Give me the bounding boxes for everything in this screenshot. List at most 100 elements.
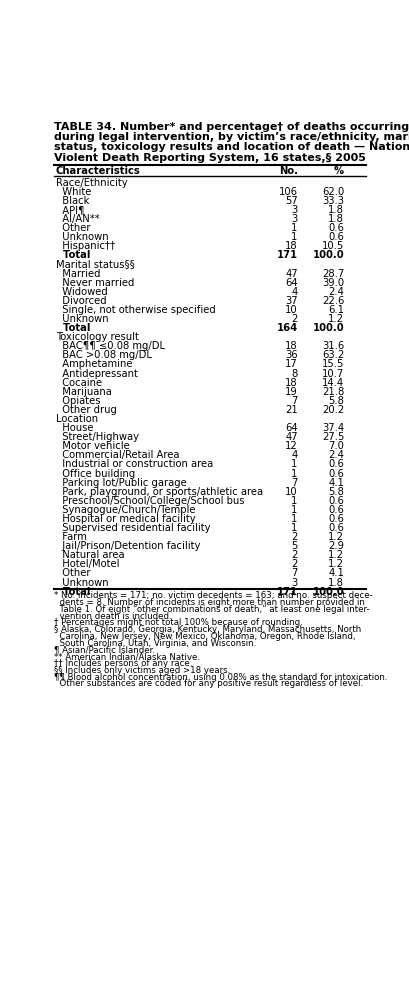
Text: 17: 17 (284, 359, 297, 369)
Text: Unknown: Unknown (56, 314, 108, 324)
Text: 2: 2 (291, 314, 297, 324)
Text: Married: Married (56, 269, 100, 279)
Text: Single, not otherwise specified: Single, not otherwise specified (56, 305, 215, 315)
Text: 18: 18 (284, 341, 297, 351)
Text: during legal intervention, by victim’s race/ethnicity, marital: during legal intervention, by victim’s r… (54, 132, 409, 142)
Text: 100.0: 100.0 (312, 250, 344, 260)
Text: Cocaine: Cocaine (56, 378, 102, 388)
Text: Amphetamine: Amphetamine (56, 359, 132, 369)
Text: 3: 3 (291, 205, 297, 215)
Text: 7: 7 (291, 396, 297, 406)
Text: 1: 1 (291, 232, 297, 242)
Text: 4: 4 (291, 450, 297, 460)
Text: 1.2: 1.2 (327, 532, 344, 542)
Text: 1: 1 (291, 496, 297, 506)
Text: Divorced: Divorced (56, 296, 106, 306)
Text: 0.6: 0.6 (328, 496, 344, 506)
Text: 7.0: 7.0 (328, 441, 344, 451)
Text: Marital status§§: Marital status§§ (56, 260, 134, 270)
Text: Synagogue/Church/Temple: Synagogue/Church/Temple (56, 505, 195, 515)
Text: 1.8: 1.8 (328, 205, 344, 215)
Text: Opiates: Opiates (56, 396, 100, 406)
Text: 57: 57 (284, 196, 297, 206)
Text: 0.6: 0.6 (328, 469, 344, 479)
Text: 5: 5 (291, 541, 297, 551)
Text: Motor vehicle: Motor vehicle (56, 441, 129, 451)
Text: 1: 1 (291, 459, 297, 469)
Text: 106: 106 (278, 187, 297, 197)
Text: Never married: Never married (56, 278, 134, 288)
Text: Hospital or medical facility: Hospital or medical facility (56, 514, 195, 524)
Text: Hispanic††: Hispanic†† (56, 241, 115, 251)
Text: 33.3: 33.3 (321, 196, 344, 206)
Text: †† Includes persons of any race.: †† Includes persons of any race. (54, 659, 192, 668)
Text: Violent Death Reporting System, 16 states,§ 2005: Violent Death Reporting System, 16 state… (54, 153, 365, 163)
Text: Antidepressant: Antidepressant (56, 369, 137, 379)
Text: 10.5: 10.5 (321, 241, 344, 251)
Text: Toxicology result: Toxicology result (56, 332, 138, 342)
Text: Industrial or construction area: Industrial or construction area (56, 459, 213, 469)
Text: 0.6: 0.6 (328, 505, 344, 515)
Text: 4.1: 4.1 (328, 478, 344, 488)
Text: 10: 10 (284, 487, 297, 497)
Text: 7: 7 (291, 478, 297, 488)
Text: Carolina, New Jersey, New Mexico, Oklahoma, Oregon, Rhode Island,: Carolina, New Jersey, New Mexico, Oklaho… (54, 632, 355, 641)
Text: 171: 171 (276, 250, 297, 260)
Text: 6.1: 6.1 (327, 305, 344, 315)
Text: ** American Indian/Alaska Native.: ** American Indian/Alaska Native. (54, 652, 200, 661)
Text: BAC¶¶ ≤0.08 mg/DL: BAC¶¶ ≤0.08 mg/DL (56, 341, 164, 351)
Text: 2: 2 (291, 550, 297, 560)
Text: Office building: Office building (56, 469, 135, 479)
Text: 39.0: 39.0 (321, 278, 344, 288)
Text: South Carolina, Utah, Virginia, and Wisconsin.: South Carolina, Utah, Virginia, and Wisc… (54, 639, 256, 648)
Text: 12: 12 (284, 441, 297, 451)
Text: Preschool/School/College/School bus: Preschool/School/College/School bus (56, 496, 244, 506)
Text: 2: 2 (291, 532, 297, 542)
Text: 8: 8 (291, 369, 297, 379)
Text: Street/Highway: Street/Highway (56, 432, 139, 442)
Text: 0.6: 0.6 (328, 514, 344, 524)
Text: Location: Location (56, 414, 98, 424)
Text: 0.6: 0.6 (328, 459, 344, 469)
Text: Black: Black (56, 196, 89, 206)
Text: 1.8: 1.8 (328, 578, 344, 588)
Text: Farm: Farm (56, 532, 87, 542)
Text: 64: 64 (284, 278, 297, 288)
Text: 4: 4 (291, 287, 297, 297)
Text: 1.8: 1.8 (328, 214, 344, 224)
Text: No.: No. (278, 166, 297, 176)
Text: §§ Includes only victims aged >18 years.: §§ Includes only victims aged >18 years. (54, 666, 230, 675)
Text: 36: 36 (284, 350, 297, 360)
Text: 31.6: 31.6 (321, 341, 344, 351)
Text: 164: 164 (276, 323, 297, 333)
Text: 18: 18 (284, 378, 297, 388)
Text: ¶ Asian/Pacific Islander.: ¶ Asian/Pacific Islander. (54, 645, 155, 654)
Text: Other: Other (56, 568, 90, 578)
Text: Commercial/Retail Area: Commercial/Retail Area (56, 450, 179, 460)
Text: 100.0: 100.0 (312, 587, 344, 597)
Text: 4.1: 4.1 (328, 568, 344, 578)
Text: 1: 1 (291, 223, 297, 233)
Text: 1.2: 1.2 (327, 550, 344, 560)
Text: Table 1. Of eight “other combinations of death,” at least one legal inter-: Table 1. Of eight “other combinations of… (54, 605, 369, 614)
Text: Total: Total (56, 587, 90, 597)
Text: 47: 47 (284, 269, 297, 279)
Text: 171: 171 (276, 587, 297, 597)
Text: API¶: API¶ (56, 205, 84, 215)
Text: 2.4: 2.4 (328, 287, 344, 297)
Text: 47: 47 (284, 432, 297, 442)
Text: 100.0: 100.0 (312, 323, 344, 333)
Text: 1.2: 1.2 (327, 559, 344, 569)
Text: 1: 1 (291, 523, 297, 533)
Text: Unknown: Unknown (56, 578, 108, 588)
Text: %: % (333, 166, 344, 176)
Text: 37.4: 37.4 (321, 423, 344, 433)
Text: 64: 64 (284, 423, 297, 433)
Text: status, toxicology results and location of death — National: status, toxicology results and location … (54, 142, 409, 152)
Text: AI/AN**: AI/AN** (56, 214, 99, 224)
Text: 3: 3 (291, 578, 297, 588)
Text: 0.6: 0.6 (328, 232, 344, 242)
Text: vention death is included.: vention death is included. (54, 612, 171, 621)
Text: 14.4: 14.4 (321, 378, 344, 388)
Text: Characteristics: Characteristics (56, 166, 140, 176)
